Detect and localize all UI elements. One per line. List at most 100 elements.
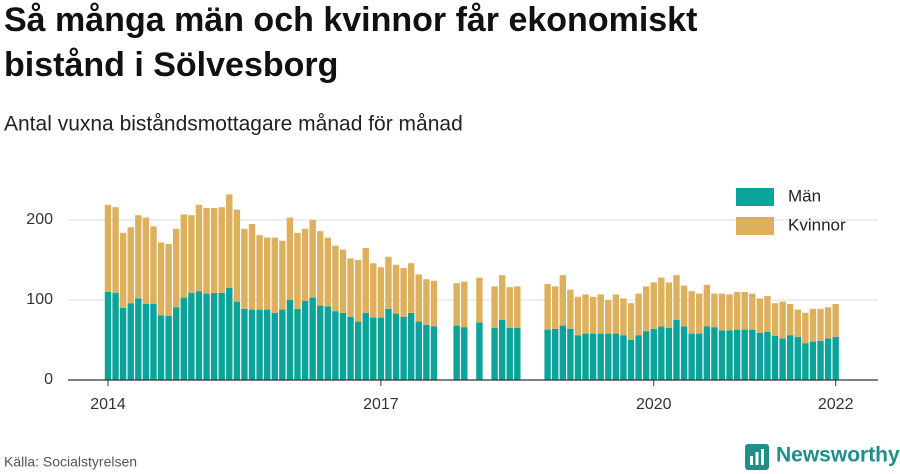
bar-segment	[180, 297, 187, 380]
y-tick-label: 200	[26, 211, 53, 228]
bar-segment	[597, 333, 604, 380]
bar-segment	[794, 336, 801, 380]
bar-segment	[756, 298, 764, 333]
bar-segment	[544, 329, 551, 380]
bar-segment	[514, 286, 521, 328]
bar-segment	[301, 300, 309, 380]
bar-segment	[423, 279, 430, 325]
bar-segment	[354, 260, 362, 322]
logo-bar	[761, 449, 764, 465]
bar-segment	[324, 306, 332, 380]
bar-segment	[157, 315, 165, 380]
bar-segment	[658, 277, 665, 327]
bar-segment	[309, 220, 316, 298]
bar-segment	[461, 327, 468, 380]
bar-segment	[627, 340, 635, 380]
bar-segment	[332, 311, 339, 380]
bar-segment	[771, 336, 779, 380]
bar-segment	[279, 240, 286, 310]
bar-segment	[453, 325, 460, 380]
bar-segment	[688, 291, 695, 334]
bar-segment	[726, 294, 733, 331]
bar-segment	[620, 335, 627, 380]
bar-segment	[218, 207, 225, 293]
bar-segment	[119, 232, 127, 308]
bar-segment	[415, 274, 422, 322]
x-tick-label: 2014	[90, 396, 126, 413]
bar-segment	[135, 215, 142, 299]
bar-segment	[476, 322, 483, 380]
bar-segment	[574, 335, 582, 380]
bar-segment	[188, 292, 195, 380]
bar-segment	[165, 244, 172, 316]
bar-segment	[203, 293, 210, 380]
bar-segment	[764, 296, 771, 332]
bar-segment	[779, 338, 786, 380]
bar-segment	[764, 332, 771, 380]
bar-segment	[309, 297, 316, 380]
bar-segment	[142, 217, 150, 304]
x-tick-label: 2020	[636, 396, 672, 413]
bar-segment	[301, 228, 309, 301]
bar-segment	[195, 291, 203, 380]
bar-segment	[324, 237, 332, 307]
x-tick-label: 2022	[818, 396, 854, 413]
bar-segment	[703, 326, 711, 380]
bar-segment	[771, 303, 779, 336]
bar-segment	[582, 333, 589, 380]
bar-segment	[627, 303, 635, 340]
bar-segment	[226, 288, 233, 380]
bar-segment	[650, 282, 657, 329]
bar-segment	[506, 328, 513, 380]
bar-segment	[453, 283, 460, 326]
bar-segment	[233, 301, 241, 380]
bar-segment	[248, 309, 256, 380]
legend-swatch	[736, 217, 774, 235]
logo-bar	[750, 456, 753, 465]
bar-segment	[461, 281, 468, 328]
bar-segment	[726, 330, 733, 380]
bar-segment	[423, 324, 430, 380]
bar-segment	[559, 325, 566, 380]
bar-segment	[218, 292, 225, 380]
bar-segment	[370, 317, 377, 380]
bar-segment	[756, 332, 764, 380]
bar-segment	[294, 232, 301, 309]
chart-subtitle: Antal vuxna biståndsmottagare månad för …	[4, 113, 463, 136]
bar-segment	[711, 293, 718, 328]
bar-segment	[286, 217, 294, 300]
bar-segment	[673, 275, 680, 320]
bar-segment	[612, 294, 620, 334]
bar-segment	[620, 298, 627, 336]
bar-segment	[104, 204, 112, 292]
bar-segment	[317, 231, 324, 306]
bar-segment	[635, 335, 642, 380]
bar-segment	[135, 298, 142, 380]
legend-swatch	[736, 188, 774, 206]
bar-segment	[559, 275, 566, 326]
bar-segment	[415, 321, 422, 380]
bar-segment	[256, 309, 263, 380]
bar-segment	[377, 267, 385, 318]
bar-segment	[824, 338, 832, 380]
bar-segment	[392, 264, 400, 314]
bar-segment	[233, 209, 241, 302]
bar-segment	[802, 343, 809, 380]
bar-segment	[567, 289, 574, 329]
bar-segment	[385, 308, 392, 380]
legend-label: Män	[788, 186, 821, 205]
bar-segment	[552, 328, 559, 380]
bar-segment	[119, 308, 127, 380]
bar-segment	[317, 305, 324, 380]
bar-segment	[498, 275, 506, 320]
bar-segment	[749, 293, 756, 330]
bar-segment	[241, 308, 248, 380]
bar-segment	[271, 312, 278, 380]
bar-segment	[188, 215, 195, 293]
bar-segment	[642, 331, 650, 380]
bar-segment	[809, 341, 817, 380]
bar-segment	[347, 316, 354, 380]
bar-segment	[165, 316, 172, 380]
bar-segment	[635, 293, 642, 336]
